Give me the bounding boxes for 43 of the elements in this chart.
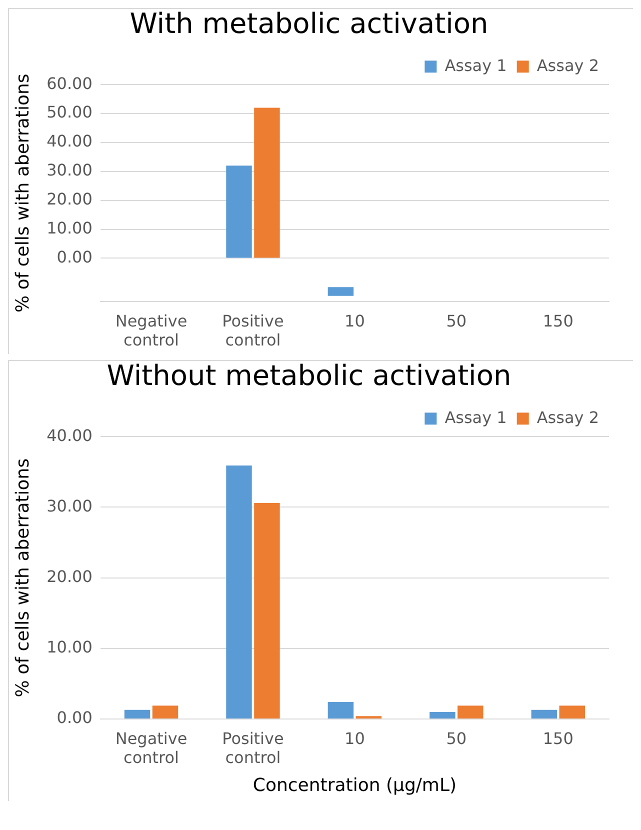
- y-tick-label: 60.00: [46, 74, 92, 93]
- bar: [226, 466, 252, 718]
- y-tick-label: 10.00: [46, 638, 92, 657]
- y-tick-label: 40.00: [46, 132, 92, 151]
- x-tick-label: 10: [344, 728, 365, 748]
- x-tick-label: Positive control: [222, 311, 284, 350]
- legend-label: Assay 1: [444, 408, 507, 427]
- chart-title: With metabolic activation: [130, 7, 488, 40]
- x-tick-label: 50: [446, 311, 467, 330]
- x-tick-label: Negative control: [115, 311, 188, 350]
- bar: [458, 706, 484, 718]
- x-tick-label: 150: [542, 311, 574, 330]
- y-axis-title: % of cells with aberrations: [12, 74, 34, 312]
- legend-label: Assay 2: [536, 408, 599, 427]
- y-tick-label: 20.00: [46, 566, 92, 586]
- y-tick-label: 0.00: [56, 247, 92, 266]
- bar: [226, 166, 252, 258]
- x-tick-label: 50: [446, 728, 467, 748]
- bar: [124, 710, 150, 718]
- bar: [559, 706, 585, 718]
- x-tick-label: 10: [344, 311, 365, 330]
- chart-title: Without metabolic activation: [106, 359, 512, 392]
- legend-label: Assay 1: [444, 56, 507, 75]
- y-tick-label: 40.00: [46, 426, 92, 445]
- y-tick-label: 10.00: [46, 218, 92, 238]
- x-axis-title: Concentration (µg/mL): [252, 774, 457, 796]
- y-tick-label: 0.00: [56, 708, 92, 728]
- bar: [254, 108, 280, 258]
- y-tick-label: 30.00: [46, 496, 92, 516]
- y-tick-label: 30.00: [46, 160, 92, 180]
- bar: [430, 712, 456, 718]
- y-tick-label: 50.00: [46, 102, 92, 122]
- bar: [328, 702, 354, 718]
- x-tick-label: 150: [542, 728, 574, 748]
- legend-label: Assay 2: [536, 56, 599, 75]
- bar: [328, 287, 354, 296]
- bar: [152, 706, 178, 718]
- y-axis-title: % of cells with aberrations: [12, 458, 34, 698]
- x-tick-label: Positive control: [222, 728, 284, 767]
- x-tick-label: Negative control: [115, 728, 188, 767]
- bar: [531, 710, 558, 718]
- bar: [254, 502, 280, 718]
- y-tick-label: 20.00: [46, 189, 92, 208]
